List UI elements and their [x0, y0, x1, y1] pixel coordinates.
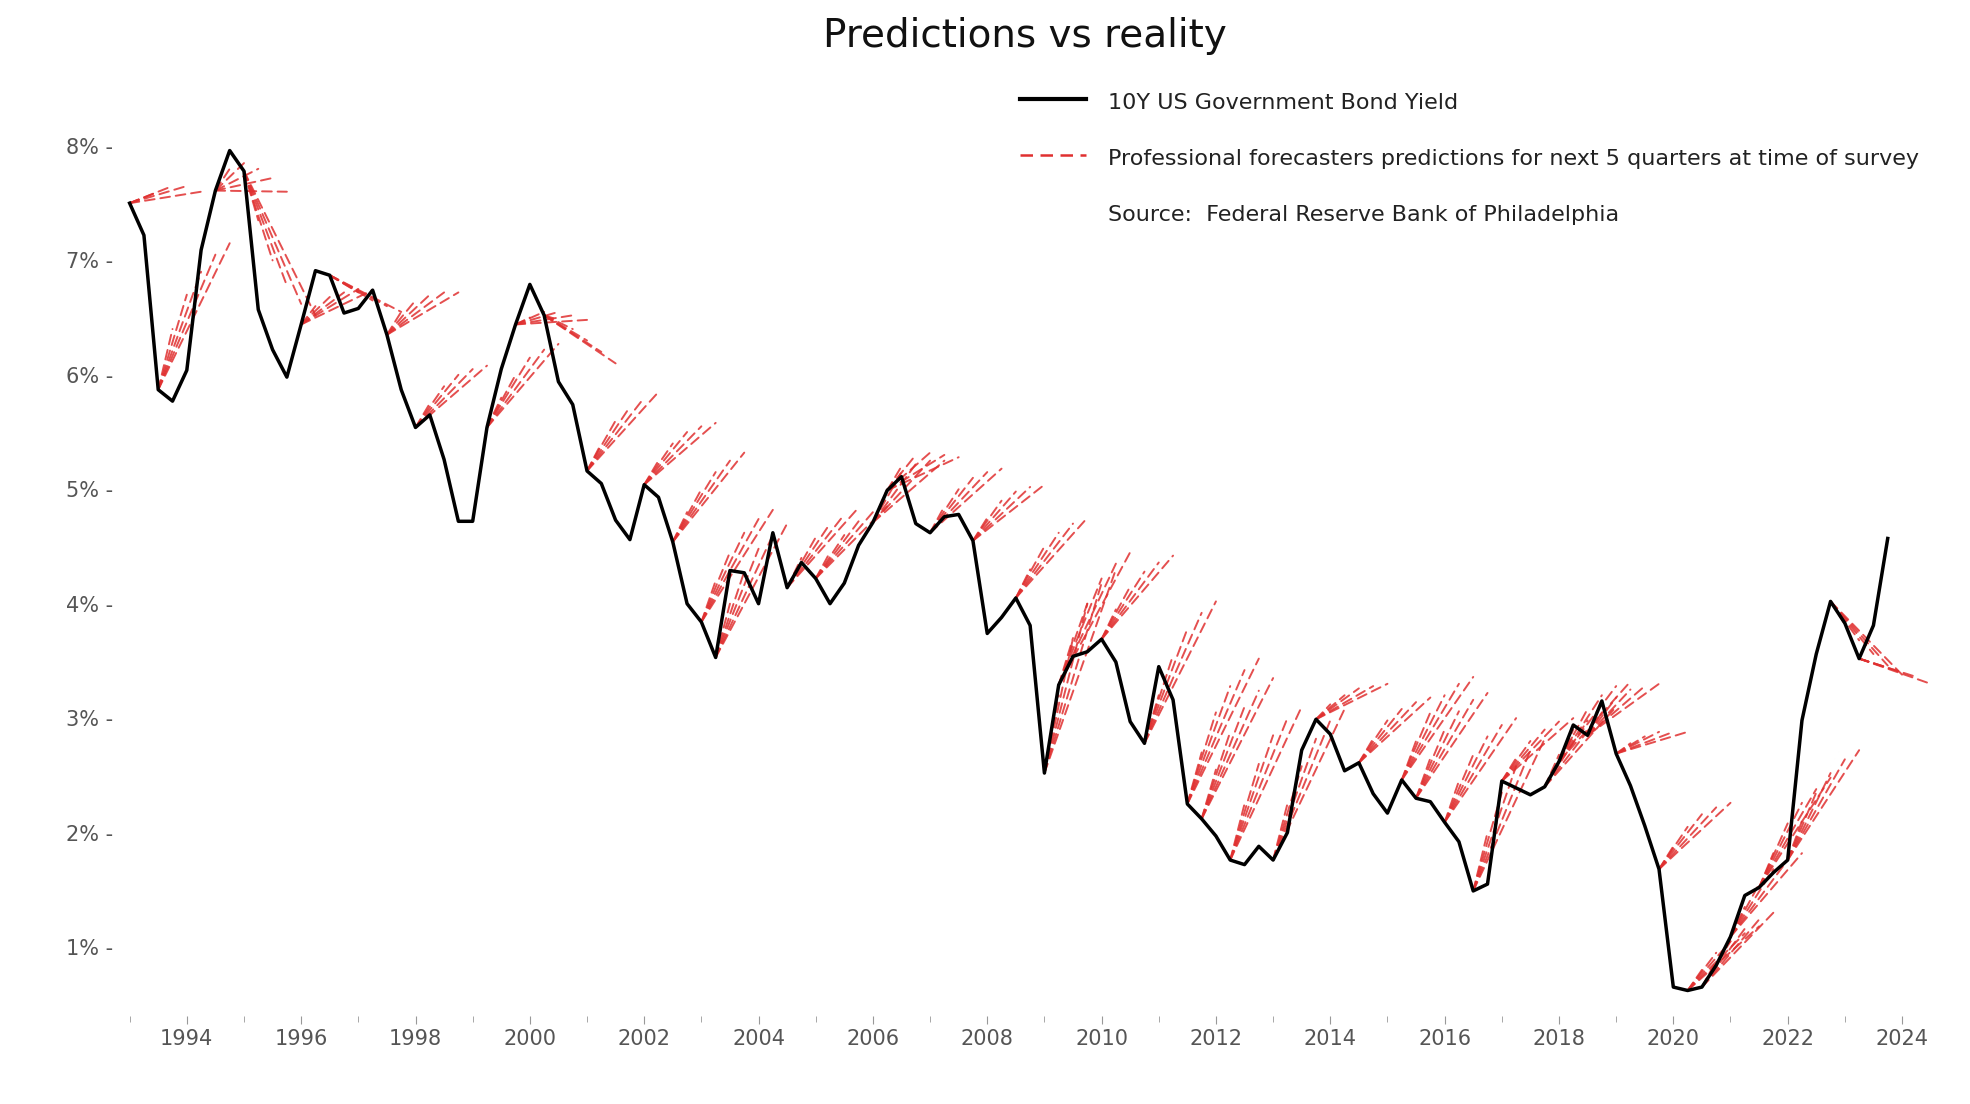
Legend: 10Y US Government Bond Yield, Professional forecasters predictions for next 5 qu: 10Y US Government Bond Yield, Profession…	[1020, 88, 1919, 227]
Title: Predictions vs reality: Predictions vs reality	[823, 17, 1225, 55]
